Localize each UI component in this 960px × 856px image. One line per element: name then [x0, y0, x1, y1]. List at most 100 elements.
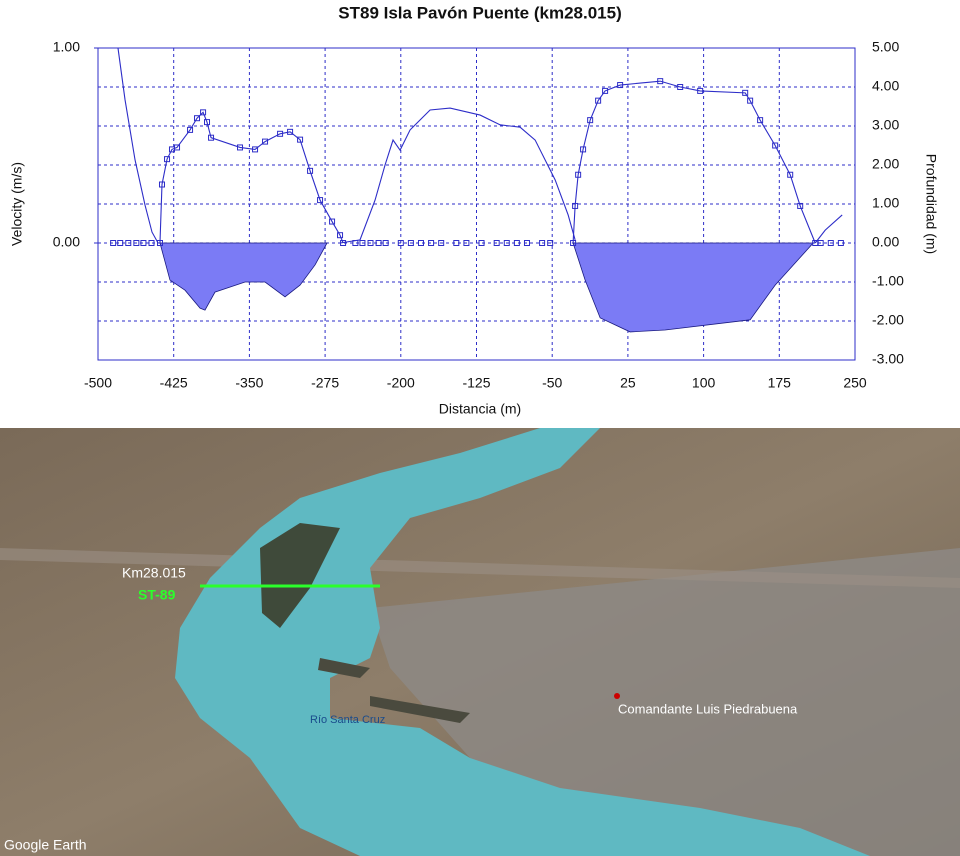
y-tick-label: 1.00	[53, 39, 80, 55]
marker	[158, 181, 165, 188]
marker	[382, 240, 389, 246]
marker	[329, 218, 336, 225]
marker	[317, 197, 324, 204]
y2-tick-label: 2.00	[872, 156, 899, 172]
satellite-map: Km28.015 ST-89 Río Santa Cruz Comandante…	[0, 428, 960, 856]
y2-tick-label: -2.00	[872, 312, 904, 328]
marker	[140, 240, 147, 246]
map-credit: Google Earth	[4, 837, 87, 853]
marker	[438, 240, 445, 246]
marker	[797, 202, 804, 209]
marker	[407, 240, 414, 246]
marker	[367, 240, 374, 246]
marker	[772, 142, 779, 149]
marker	[252, 146, 259, 153]
marker	[757, 117, 764, 124]
marker	[164, 156, 171, 163]
y2-tick-label: 3.00	[872, 117, 899, 133]
marker	[570, 240, 577, 246]
marker	[359, 240, 366, 246]
y2-tick-label: -1.00	[872, 273, 904, 289]
town-label: Comandante Luis Piedrabuena	[618, 701, 798, 716]
y2-tick-label: 0.00	[872, 234, 899, 250]
marker	[513, 240, 520, 246]
marker	[133, 240, 140, 246]
island	[370, 696, 470, 723]
x-tick-label: 175	[768, 375, 792, 391]
y2-tick-label: -3.00	[872, 351, 904, 367]
marker	[493, 240, 500, 246]
town-marker	[614, 693, 620, 699]
marker	[587, 117, 594, 124]
marker	[297, 136, 304, 143]
marker	[503, 240, 510, 246]
x-tick-label: -425	[160, 375, 188, 391]
marker	[337, 232, 344, 239]
marker	[174, 144, 181, 151]
marker	[277, 130, 284, 137]
marker	[417, 240, 424, 246]
line	[159, 80, 816, 244]
marker	[208, 134, 215, 141]
x-tick-label: -500	[84, 375, 112, 391]
marker	[677, 84, 684, 90]
marker	[125, 240, 132, 246]
marker	[375, 240, 382, 246]
marker	[827, 240, 834, 246]
marker	[697, 87, 704, 94]
marker	[156, 240, 163, 246]
y2-tick-label: 5.00	[872, 39, 899, 55]
x-axis-label: Distancia (m)	[439, 401, 521, 417]
marker	[742, 89, 749, 96]
marker	[837, 240, 844, 246]
marker	[657, 78, 664, 85]
marker	[194, 115, 201, 122]
marker	[817, 240, 824, 246]
marker	[547, 240, 554, 246]
y2-tick-label: 1.00	[872, 195, 899, 211]
y-tick-label: 0.00	[53, 234, 80, 250]
chart: ST89 Isla Pavón Puente (km28.015) Distan…	[0, 0, 960, 428]
marker	[187, 126, 194, 133]
station-label: ST-89	[138, 587, 176, 603]
marker	[428, 240, 435, 246]
x-tick-label: -275	[311, 375, 339, 391]
marker	[352, 240, 359, 246]
marker	[602, 87, 609, 94]
marker	[595, 97, 602, 104]
x-tick-label: -350	[235, 375, 263, 391]
marker	[575, 171, 582, 178]
marker	[453, 240, 460, 246]
marker	[237, 144, 244, 151]
marker	[580, 146, 587, 153]
marker	[539, 240, 546, 246]
plot-border	[97, 47, 856, 361]
chart-background	[0, 0, 960, 428]
marker	[287, 128, 294, 135]
x-tick-label: -200	[387, 375, 415, 391]
marker	[148, 240, 155, 246]
river	[175, 428, 870, 856]
marker	[340, 240, 347, 246]
bridge-label: Km28.015	[122, 565, 186, 581]
marker	[200, 109, 207, 116]
island	[260, 523, 340, 628]
marker	[787, 171, 794, 178]
marker	[117, 240, 124, 246]
marker	[463, 240, 470, 246]
y-axis-label: Velocity (m/s)	[9, 162, 25, 246]
x-tick-label: 250	[843, 375, 867, 391]
marker	[523, 240, 530, 246]
x-tick-label: -50	[542, 375, 562, 391]
x-tick-label: 25	[620, 375, 636, 391]
y2-axis-label: Profundidad (m)	[923, 154, 939, 254]
marker	[747, 97, 754, 104]
marker	[262, 138, 269, 145]
chart-title: ST89 Isla Pavón Puente (km28.015)	[338, 3, 621, 22]
marker	[478, 240, 485, 246]
marker	[617, 82, 624, 89]
marker	[110, 240, 117, 246]
line	[117, 47, 843, 244]
x-tick-label: 100	[692, 375, 716, 391]
